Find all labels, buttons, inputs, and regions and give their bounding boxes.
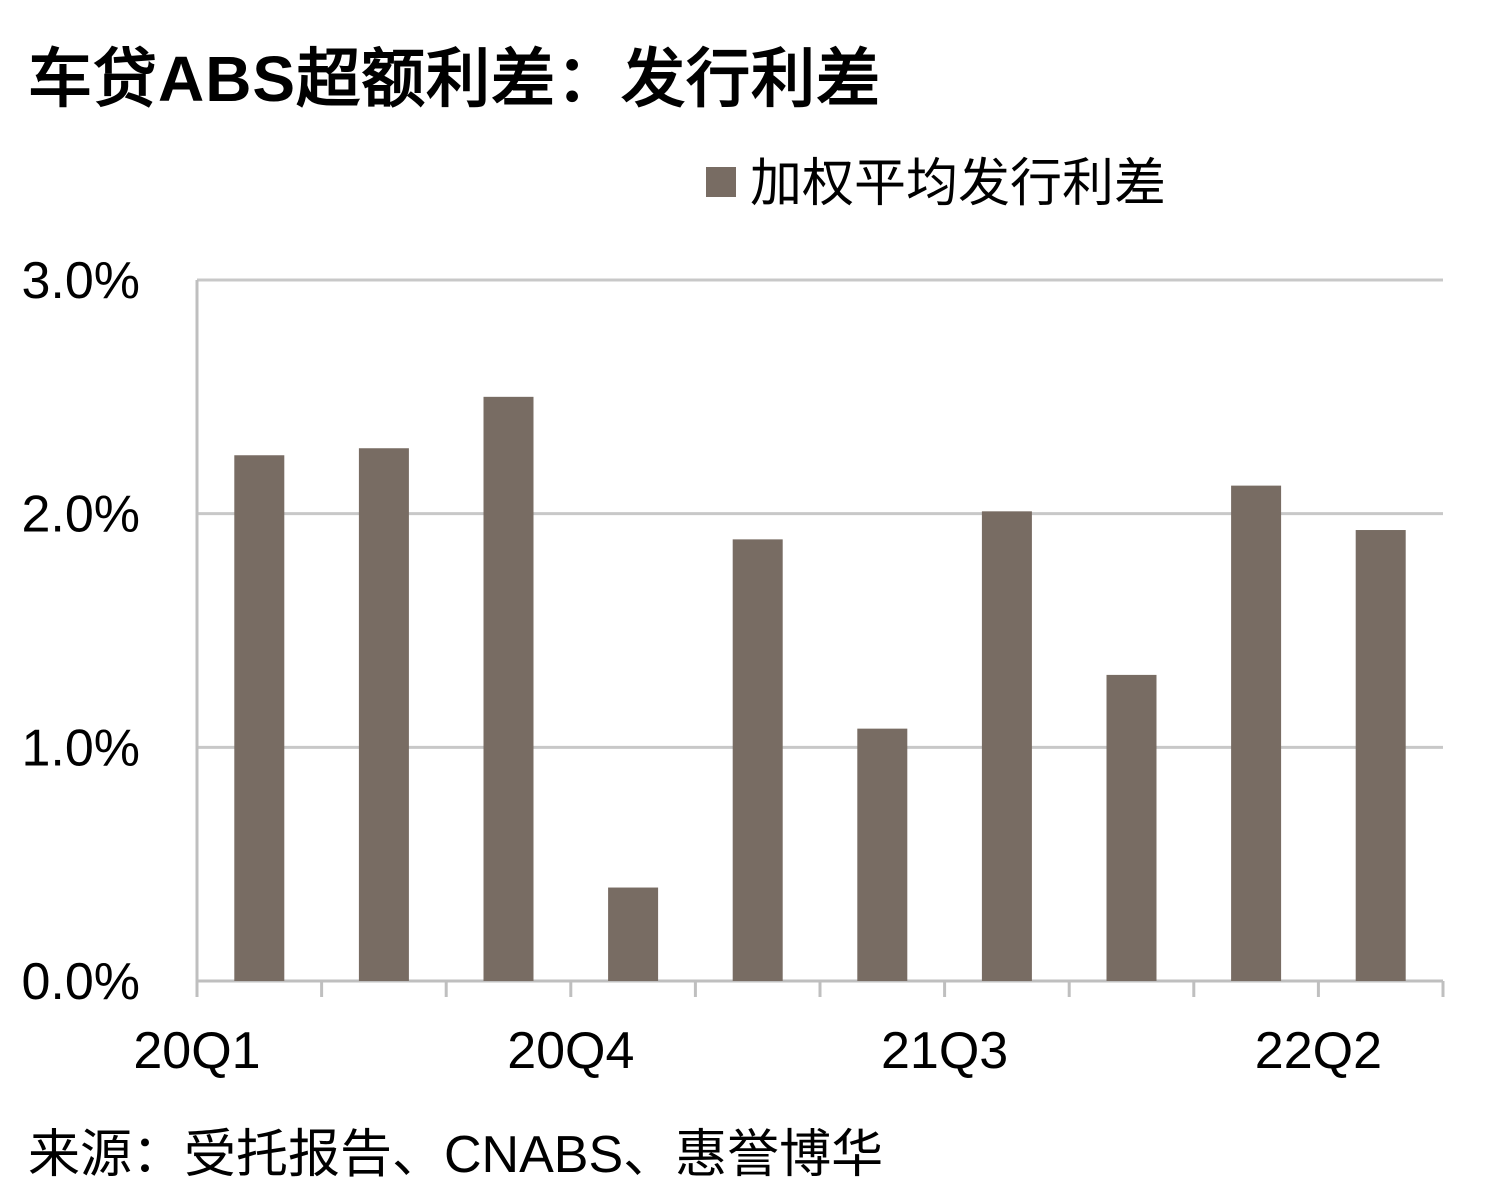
- x-tick-label: 21Q3: [881, 1022, 1008, 1080]
- y-tick-label: 2.0%: [21, 486, 140, 544]
- bar-21Q3: [981, 511, 1032, 981]
- bar-20Q1: [234, 455, 285, 981]
- y-tick-label: 3.0%: [21, 252, 140, 310]
- bar-22Q2: [1355, 530, 1406, 981]
- bar-21Q1: [732, 539, 783, 981]
- x-tick-label: 20Q4: [507, 1022, 634, 1080]
- legend-label: 加权平均发行利差: [750, 155, 1166, 213]
- bar-20Q3: [483, 396, 534, 981]
- x-tick-label: 20Q1: [133, 1022, 260, 1080]
- x-tick-label: 22Q2: [1255, 1022, 1382, 1080]
- y-tick-label: 0.0%: [21, 953, 140, 1011]
- bar-20Q4: [608, 887, 659, 981]
- source-note: 来源：受托报告、CNABS、惠誉博华: [28, 1126, 884, 1184]
- legend-swatch: [706, 167, 736, 197]
- bar-21Q2: [857, 728, 908, 981]
- bar-21Q4: [1106, 674, 1157, 981]
- bar-20Q2: [358, 448, 409, 981]
- bar-22Q1: [1231, 485, 1282, 981]
- chart-title: 车贷ABS超额利差：发行利差: [28, 43, 882, 115]
- y-tick-label: 1.0%: [21, 719, 140, 777]
